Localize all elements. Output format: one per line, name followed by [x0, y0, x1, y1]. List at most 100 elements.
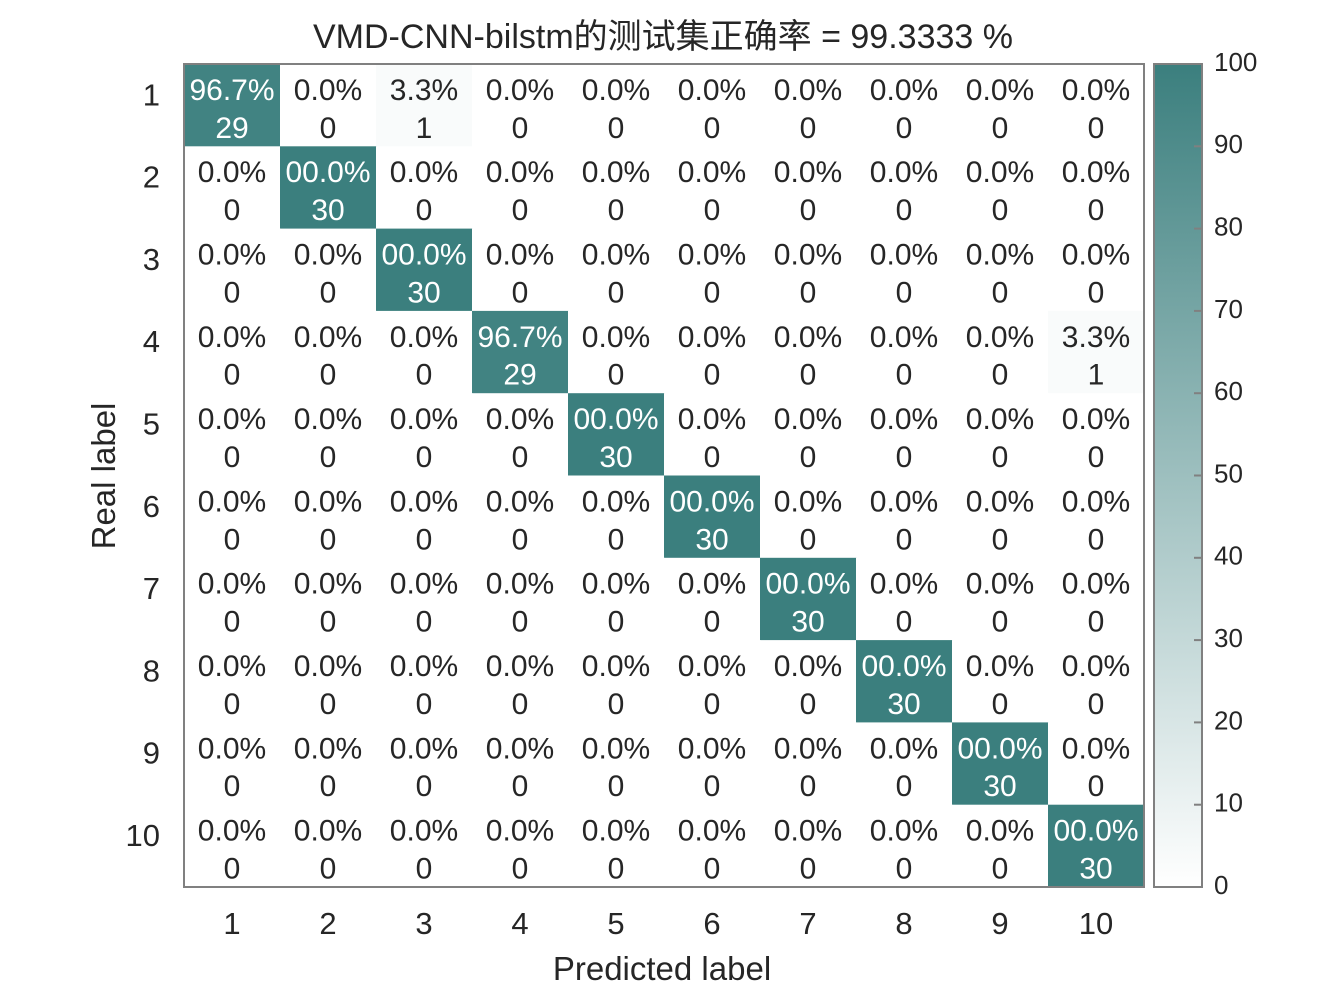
cell-percent-label: 0.0%: [1062, 485, 1130, 518]
cell-r4-c1: [184, 310, 281, 394]
cell-percent-label: 0.0%: [198, 239, 266, 272]
cell-r6-c1: [184, 475, 281, 559]
cell-count-label: 0: [416, 688, 433, 721]
cell-percent-label: 0.0%: [294, 485, 362, 518]
cell-r10-c6: [664, 804, 761, 888]
colorbar-tick-label: 80: [1214, 211, 1243, 241]
cell-percent-label: 96.7%: [189, 74, 274, 107]
cell-percent-label: 0.0%: [678, 650, 746, 683]
cell-r1-c9: [952, 64, 1049, 147]
cell-count-label: 0: [512, 770, 529, 803]
colorbar-tick-label: 0: [1214, 870, 1228, 900]
cell-r5-c8: [856, 393, 953, 476]
cell-percent-label: 0.0%: [198, 321, 266, 354]
cell-count-label: 0: [320, 359, 337, 392]
cell-percent-label: 0.0%: [582, 732, 650, 765]
cell-r6-c5: [568, 475, 665, 559]
cell-r10-c10: [1048, 804, 1145, 888]
cell-percent-label: 0.0%: [486, 815, 554, 848]
heatmap-cells: [184, 64, 1145, 888]
cell-percent-label: 0.0%: [390, 732, 458, 765]
cell-r5-c10: [1048, 393, 1145, 476]
cell-count-label: 0: [416, 523, 433, 556]
cell-count-label: 0: [320, 688, 337, 721]
cell-r8-c7: [760, 640, 857, 723]
cell-r2-c2: [280, 146, 377, 230]
cell-percent-label: 0.0%: [486, 485, 554, 518]
cell-count-label: 0: [512, 441, 529, 474]
cell-percent-label: 0.0%: [1062, 156, 1130, 189]
cell-percent-label: 00.0%: [669, 485, 754, 518]
cell-percent-label: 0.0%: [582, 74, 650, 107]
cell-percent-label: 0.0%: [486, 403, 554, 436]
cell-r3-c4: [472, 228, 569, 312]
cell-r4-c7: [760, 310, 857, 394]
cell-percent-label: 0.0%: [678, 815, 746, 848]
cell-r1-c6: [664, 64, 761, 147]
cell-count-label: 0: [608, 852, 625, 885]
cell-count-label: 0: [896, 770, 913, 803]
cell-percent-label: 0.0%: [582, 650, 650, 683]
colorbar-tick-label: 100: [1214, 47, 1257, 77]
cell-r6-c10: [1048, 475, 1145, 559]
cell-count-label: 0: [608, 112, 625, 145]
cell-count-label: 0: [224, 441, 241, 474]
cell-count-label: 0: [800, 441, 817, 474]
cell-count-label: 0: [704, 441, 721, 474]
cell-r8-c5: [568, 640, 665, 723]
y-tick-label: 2: [143, 160, 160, 195]
cell-percent-label: 0.0%: [582, 815, 650, 848]
cell-percent-label: 0.0%: [294, 732, 362, 765]
cell-percent-label: 0.0%: [870, 815, 938, 848]
cell-percent-label: 0.0%: [966, 815, 1034, 848]
cell-r10-c3: [376, 804, 473, 888]
cell-r7-c9: [952, 557, 1049, 641]
cell-percent-label: 0.0%: [198, 568, 266, 601]
cell-percent-label: 0.0%: [870, 568, 938, 601]
heatmap-cell-labels: 96.7%290.0%03.3%10.0%00.0%00.0%00.0%00.0…: [189, 74, 1138, 886]
cell-count-label: 0: [704, 276, 721, 309]
cell-count-label: 0: [224, 688, 241, 721]
cell-r8-c6: [664, 640, 761, 723]
x-tick-label: 8: [895, 906, 912, 941]
cell-percent-label: 0.0%: [294, 321, 362, 354]
cell-count-label: 0: [896, 606, 913, 639]
cell-percent-label: 0.0%: [198, 815, 266, 848]
cell-count-label: 0: [992, 359, 1009, 392]
cell-r6-c6: [664, 475, 761, 559]
cell-count-label: 0: [320, 852, 337, 885]
cell-percent-label: 0.0%: [198, 485, 266, 518]
cell-r3-c2: [280, 228, 377, 312]
cell-r8-c3: [376, 640, 473, 723]
cell-count-label: 0: [512, 194, 529, 227]
cell-percent-label: 0.0%: [966, 321, 1034, 354]
cell-count-label: 0: [320, 770, 337, 803]
cell-percent-label: 0.0%: [1062, 732, 1130, 765]
cell-count-label: 0: [608, 523, 625, 556]
cell-percent-label: 0.0%: [198, 156, 266, 189]
cell-count-label: 0: [800, 359, 817, 392]
cell-count-label: 29: [215, 112, 248, 145]
cell-percent-label: 0.0%: [966, 74, 1034, 107]
cell-count-label: 0: [704, 606, 721, 639]
cell-percent-label: 0.0%: [390, 568, 458, 601]
cell-r7-c6: [664, 557, 761, 641]
cell-count-label: 30: [599, 441, 632, 474]
cell-count-label: 0: [608, 194, 625, 227]
colorbar-tick-label: 30: [1214, 623, 1243, 653]
cell-r2-c3: [376, 146, 473, 230]
cell-r2-c1: [184, 146, 281, 230]
cell-count-label: 0: [512, 112, 529, 145]
cell-r8-c10: [1048, 640, 1145, 723]
cell-percent-label: 0.0%: [582, 485, 650, 518]
x-tick-label: 10: [1079, 906, 1113, 941]
cell-count-label: 0: [1088, 688, 1105, 721]
cell-count-label: 0: [800, 523, 817, 556]
cell-count-label: 0: [896, 112, 913, 145]
cell-percent-label: 0.0%: [870, 74, 938, 107]
cell-r9-c10: [1048, 722, 1145, 806]
x-tick-label: 5: [607, 906, 624, 941]
cell-percent-label: 0.0%: [870, 485, 938, 518]
cell-percent-label: 0.0%: [966, 403, 1034, 436]
cell-percent-label: 0.0%: [390, 815, 458, 848]
